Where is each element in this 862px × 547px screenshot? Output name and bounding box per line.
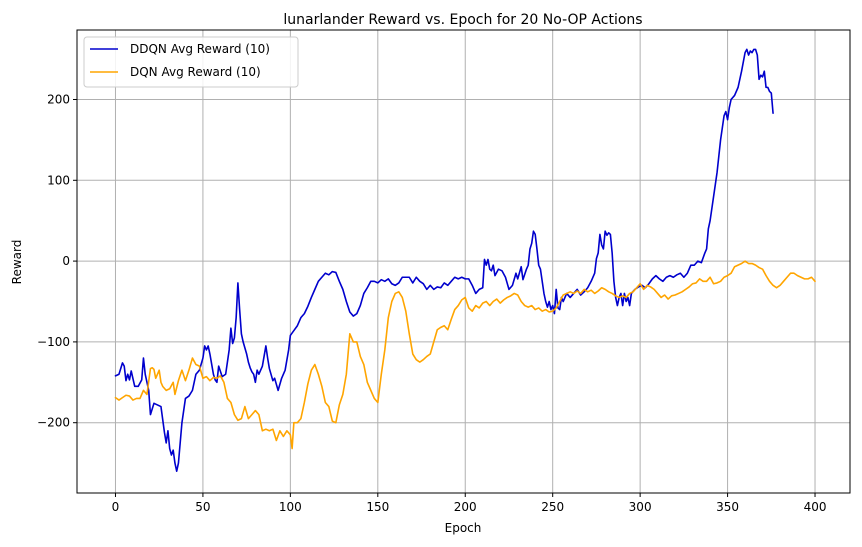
x-tick-label: 350: [716, 500, 739, 514]
x-tick-label: 250: [541, 500, 564, 514]
legend-box: [83, 36, 299, 88]
chart-title: lunarlander Reward vs. Epoch for 20 No-O…: [283, 12, 642, 28]
y-tick-label: −100: [37, 335, 70, 349]
x-tick-label: 400: [804, 500, 827, 514]
series-line-1: [114, 260, 816, 450]
x-tick-label: 0: [112, 500, 120, 514]
grid: [77, 30, 850, 493]
legend-label-ddqn: DDQN Avg Reward (10): [130, 42, 270, 56]
legend: DDQN Avg Reward (10) DQN Avg Reward (10): [83, 36, 299, 88]
x-tick-label: 300: [629, 500, 652, 514]
y-tick-label: 200: [47, 92, 70, 106]
x-tick-label: 50: [195, 500, 210, 514]
y-axis-label: Reward: [10, 240, 24, 285]
y-axis-ticks: −200 −100 0 100 200: [37, 92, 77, 430]
legend-label-dqn: DQN Avg Reward (10): [130, 65, 261, 79]
x-axis-ticks: 0 50 100 150 200 250 300 350 400: [112, 493, 827, 514]
series-line-0: [114, 48, 774, 472]
x-tick-label: 150: [366, 500, 389, 514]
series-lines: [114, 48, 816, 472]
y-tick-label: 100: [47, 173, 70, 187]
y-tick-label: −200: [37, 416, 70, 430]
y-tick-label: 0: [62, 254, 70, 268]
x-axis-label: Epoch: [445, 521, 482, 535]
x-tick-label: 200: [454, 500, 477, 514]
x-tick-label: 100: [279, 500, 302, 514]
